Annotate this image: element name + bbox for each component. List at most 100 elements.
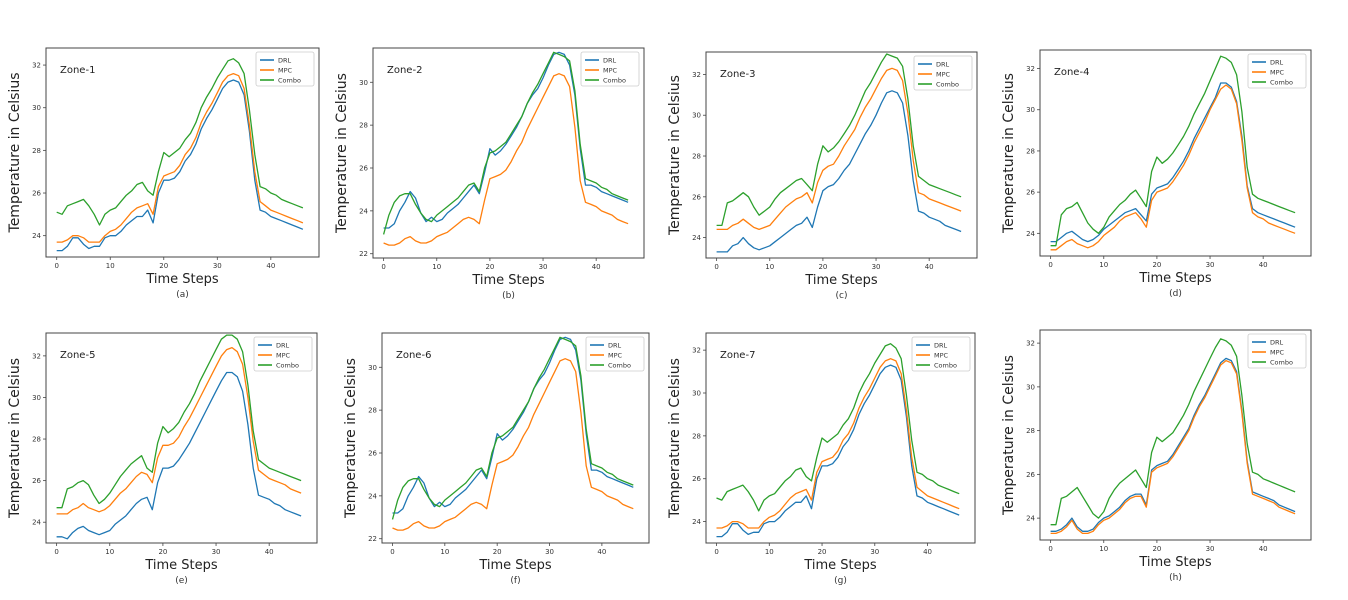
chart-panel-7: 0 10 20 30 40 24 26 28 30 32 DRL MPC Combo Zone-7 Time… (667, 332, 976, 586)
legend: DRL MPC Combo (253, 336, 313, 372)
y-axis-label: Temperature in Celsius (7, 358, 23, 519)
x-tick-label: 10 (1099, 545, 1108, 553)
legend-label-combo: Combo (936, 80, 959, 88)
y-tick-label: 28 (368, 407, 377, 415)
y-tick-label: 30 (359, 79, 368, 87)
x-tick-label: 20 (1152, 545, 1161, 553)
y-tick-label: 22 (359, 250, 368, 258)
y-axis-label: Temperature in Celsius (667, 358, 683, 519)
y-tick-label: 22 (368, 535, 377, 543)
legend-label-mpc: MPC (608, 351, 623, 359)
x-tick-label: 10 (765, 548, 774, 556)
y-tick-label: 30 (692, 112, 701, 120)
x-tick-label: 0 (54, 262, 58, 270)
x-axis-label: Time Steps (803, 558, 877, 573)
y-tick-label: 26 (32, 190, 41, 198)
legend-label-drl: DRL (608, 341, 622, 349)
y-axis-label: Temperature in Celsius (7, 73, 23, 234)
y-tick-label: 28 (692, 153, 701, 161)
series-line-drl (392, 336, 634, 514)
series-line-combo (716, 53, 962, 227)
legend-label-drl: DRL (603, 56, 617, 64)
x-tick-label: 40 (1259, 545, 1268, 553)
x-tick-label: 40 (592, 263, 601, 271)
series-line-combo (391, 336, 634, 520)
series-line-combo (382, 51, 629, 235)
zone-label: Zone-5 (60, 350, 95, 361)
legend-label-mpc: MPC (934, 351, 949, 359)
x-tick-label: 40 (923, 548, 932, 556)
x-tick-label: 20 (158, 548, 167, 556)
x-tick-label: 30 (213, 262, 222, 270)
series-line-drl (56, 79, 304, 252)
y-tick-label: 30 (32, 104, 41, 112)
legend-label-combo: Combo (1270, 358, 1293, 366)
legend: DRL MPC Combo (911, 336, 971, 372)
x-tick-label: 0 (714, 548, 718, 556)
legend-label-mpc: MPC (936, 70, 951, 78)
y-tick-label: 24 (692, 234, 701, 242)
legend: DRL MPC Combo (1247, 53, 1307, 89)
legend-label-mpc: MPC (1270, 68, 1285, 76)
zone-label: Zone-1 (60, 65, 95, 76)
x-axis-label: Time Steps (478, 558, 552, 573)
y-axis-label: Temperature in Celsius (1001, 73, 1017, 234)
y-axis-label: Temperature in Celsius (667, 75, 683, 236)
x-tick-label: 0 (381, 263, 385, 271)
zone-label: Zone-7 (720, 350, 755, 361)
x-tick-label: 10 (106, 262, 115, 270)
x-tick-label: 30 (545, 548, 554, 556)
y-tick-label: 30 (1026, 383, 1035, 391)
panel-caption: (a) (176, 290, 189, 300)
series-line-drl (1050, 82, 1296, 243)
series-line-mpc (383, 73, 629, 246)
legend: DRL MPC Combo (580, 51, 640, 87)
x-tick-label: 0 (1048, 261, 1052, 269)
y-tick-label: 28 (359, 122, 368, 130)
y-tick-label: 26 (32, 477, 41, 485)
legend: DRL MPC Combo (255, 51, 315, 87)
chart-panel-8: 0 10 20 30 40 24 26 28 30 32 DRL MPC Combo Time Steps… (1001, 329, 1312, 583)
y-tick-label: 24 (1026, 515, 1035, 523)
x-tick-label: 40 (266, 262, 275, 270)
y-tick-label: 32 (1026, 340, 1035, 348)
series-line-mpc (1050, 84, 1296, 251)
y-tick-label: 28 (1026, 427, 1035, 435)
legend-label-combo: Combo (608, 361, 631, 369)
y-axis-label: Temperature in Celsius (343, 358, 359, 519)
x-axis-label: Time Steps (1138, 555, 1212, 570)
y-tick-label: 32 (692, 347, 701, 355)
x-axis-label: Time Steps (145, 272, 219, 287)
zone-label: Zone-6 (396, 350, 431, 361)
legend-label-mpc: MPC (276, 351, 291, 359)
legend-label-drl: DRL (1270, 58, 1284, 66)
series-line-drl (1050, 357, 1296, 532)
chart-panel-5: 0 10 20 30 40 24 26 28 30 32 DRL MPC Combo Zone-5 Time… (7, 332, 318, 586)
y-tick-label: 26 (692, 475, 701, 483)
x-tick-label: 10 (440, 548, 449, 556)
legend-label-combo: Combo (934, 361, 957, 369)
series-line-mpc (56, 346, 302, 515)
x-tick-label: 20 (818, 548, 827, 556)
x-tick-label: 30 (212, 548, 221, 556)
series-line-mpc (716, 67, 962, 231)
y-axis-label: Temperature in Celsius (334, 73, 350, 234)
chart-panel-3: 0 10 20 30 40 24 26 28 30 32 DRL MPC Combo Zone-3 Time… (667, 51, 978, 301)
chart-panel-4: 0 10 20 30 40 24 26 28 30 32 DRL MPC Combo Zone-4 Time… (1001, 49, 1312, 299)
chart-panel-1: 0 10 20 30 40 24 26 28 30 32 DRL MPC Combo Zone-1 Time… (7, 47, 320, 300)
series-line-drl (716, 364, 960, 538)
legend-label-drl: DRL (278, 56, 292, 64)
y-tick-label: 26 (359, 165, 368, 173)
x-tick-label: 30 (870, 548, 879, 556)
x-tick-label: 30 (539, 263, 548, 271)
legend: DRL MPC Combo (913, 55, 973, 91)
x-tick-label: 0 (714, 263, 718, 271)
x-tick-label: 40 (597, 548, 606, 556)
x-tick-label: 10 (765, 263, 774, 271)
panel-caption: (g) (834, 576, 847, 586)
y-tick-label: 30 (1026, 106, 1035, 114)
y-tick-label: 26 (1026, 189, 1035, 197)
y-tick-label: 24 (1026, 230, 1035, 238)
x-tick-label: 10 (105, 548, 114, 556)
x-tick-label: 0 (54, 548, 58, 556)
